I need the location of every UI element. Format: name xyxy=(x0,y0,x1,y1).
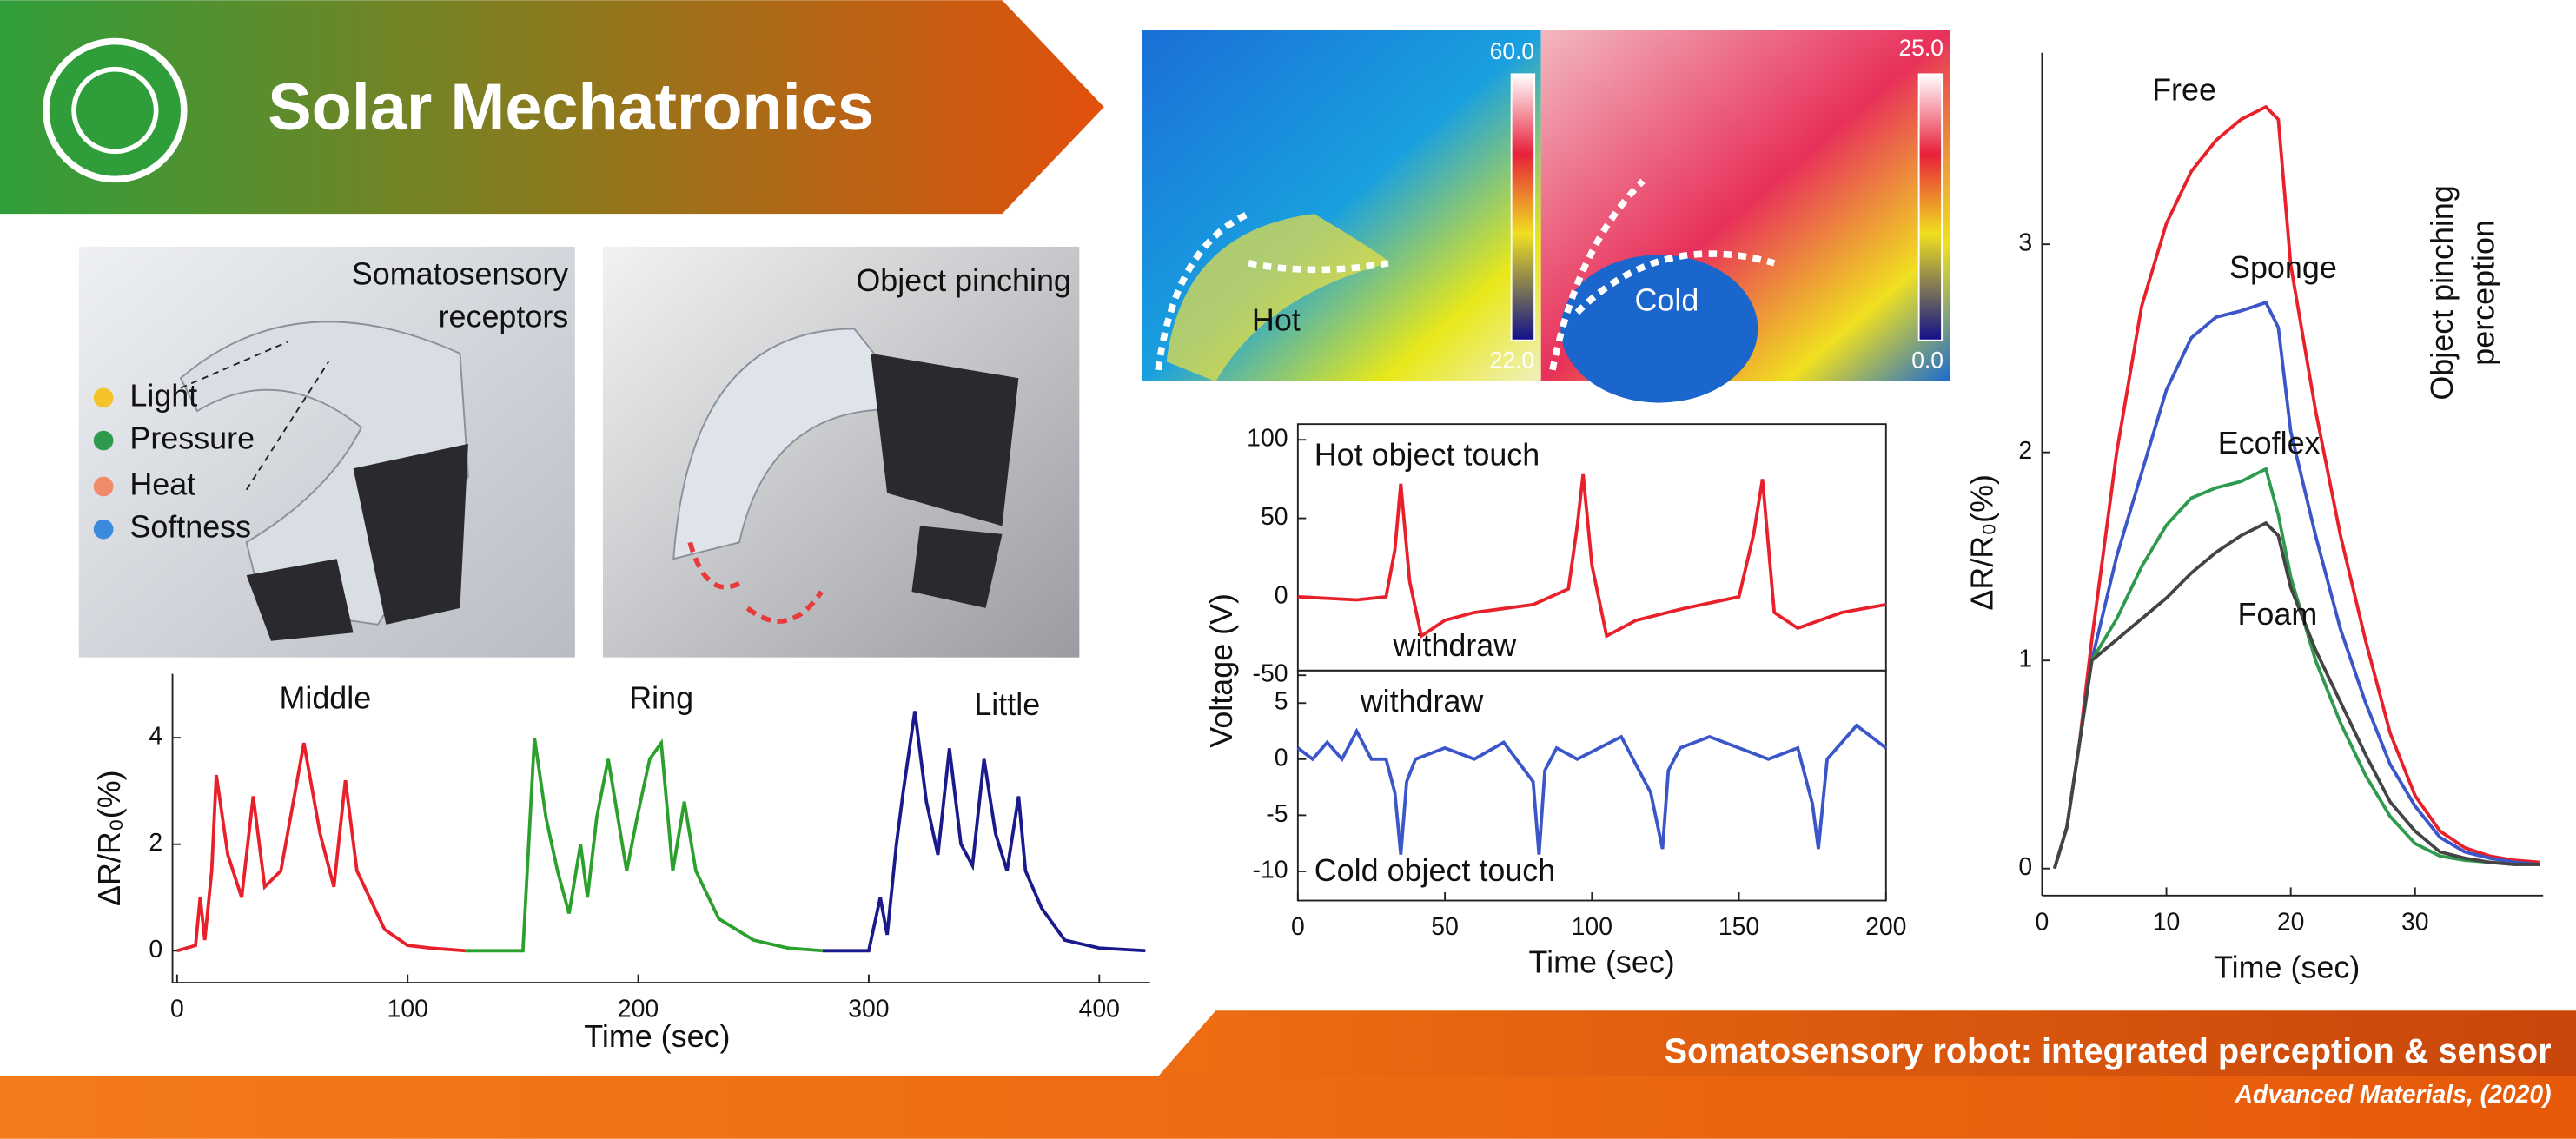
logo-inner xyxy=(71,66,159,155)
colorbar-min: 0.0 xyxy=(1911,347,1944,373)
y-tick-label: 50 xyxy=(1261,503,1288,531)
annotation: Hot object touch xyxy=(1314,436,1540,472)
legend-dot xyxy=(93,387,114,408)
x-tick-label: 100 xyxy=(1572,913,1612,941)
legend-label: Light xyxy=(129,377,197,413)
data-line xyxy=(2052,520,2540,870)
thermal-label: Hot xyxy=(1252,301,1301,337)
series-label: Middle xyxy=(279,679,371,715)
colorbar xyxy=(1510,73,1536,341)
header-banner xyxy=(0,0,1104,215)
logo xyxy=(43,37,188,183)
y-tick-label: 0 xyxy=(1275,581,1288,609)
data-line xyxy=(465,737,823,953)
x-tick-label: 150 xyxy=(1718,913,1759,941)
data-line xyxy=(176,742,466,953)
x-tick-label: 30 xyxy=(2401,908,2429,936)
legend-label: Softness xyxy=(129,509,251,545)
photo-caption: receptors xyxy=(439,299,569,334)
colorbar-max: 25.0 xyxy=(1898,35,1944,61)
series-label: Little xyxy=(974,686,1040,722)
series-label: Foam xyxy=(2237,596,2317,632)
annotation: withdraw xyxy=(1360,683,1485,718)
header-title: Solar Mechatronics xyxy=(268,71,874,144)
x-tick-label: 200 xyxy=(1865,913,1906,941)
footer-bar xyxy=(0,1076,2576,1139)
footer-citation: Advanced Materials, (2020) xyxy=(2235,1081,2552,1109)
y-tick-label: 3 xyxy=(2018,229,2032,257)
data-line xyxy=(2052,467,2540,870)
colorbar-min: 22.0 xyxy=(1490,347,1535,373)
x-tick-label: 0 xyxy=(1291,913,1305,941)
annotation: Cold object touch xyxy=(1314,852,1555,888)
y-tick-label: -10 xyxy=(1253,856,1288,884)
x-tick-label: 400 xyxy=(1079,996,1120,1023)
annotation: perception xyxy=(2465,220,2500,366)
y-tick-label: 5 xyxy=(1275,688,1288,716)
x-tick-label: 300 xyxy=(848,996,889,1023)
thermal-hot xyxy=(1166,214,1389,381)
legend-dot xyxy=(93,476,114,497)
y-tick-label: -50 xyxy=(1253,660,1288,688)
pointer xyxy=(245,361,329,491)
y-tick-label: 0 xyxy=(2018,853,2032,881)
y-tick-label: -5 xyxy=(1266,800,1288,828)
robot-tip xyxy=(246,559,354,641)
x-axis-label: Time (sec) xyxy=(1529,944,1675,980)
series-label: Free xyxy=(2152,72,2216,108)
legend-dot xyxy=(93,430,114,451)
outline xyxy=(1155,210,1389,371)
robot-tip xyxy=(911,526,1003,608)
photo-caption: Somatosensory xyxy=(352,255,569,291)
footer-title: Somatosensory robot: integrated percepti… xyxy=(1665,1032,2552,1070)
data-line xyxy=(2052,300,2540,870)
y-axis-label: Voltage (V) xyxy=(1203,593,1239,748)
x-tick-label: 0 xyxy=(170,996,184,1023)
x-tick-label: 20 xyxy=(2277,908,2305,936)
x-axis-label: Time (sec) xyxy=(584,1018,730,1054)
y-tick-label: 0 xyxy=(149,936,162,964)
y-axis-label: ΔR/R₀(%) xyxy=(1964,474,2000,611)
x-tick-label: 0 xyxy=(2036,908,2050,936)
data-line xyxy=(2052,104,2540,870)
legend-label: Pressure xyxy=(129,421,255,456)
pointer xyxy=(180,341,288,389)
y-tick-label: 100 xyxy=(1247,425,1288,453)
annotation: withdraw xyxy=(1393,627,1518,663)
data-line xyxy=(822,711,1146,953)
outline xyxy=(1549,178,1776,371)
robot-hand xyxy=(871,353,1019,526)
y-tick-label: 2 xyxy=(149,829,162,857)
legend-dot xyxy=(93,519,114,540)
legend-label: Heat xyxy=(129,466,195,501)
x-tick-label: 50 xyxy=(1431,913,1459,941)
annotation: Object pinching xyxy=(2424,185,2460,401)
y-tick-label: 0 xyxy=(1275,744,1288,771)
data-line xyxy=(1297,473,1887,639)
y-tick-label: 1 xyxy=(2018,646,2032,673)
colorbar xyxy=(1917,73,1944,341)
y-axis-label: ΔR/R₀(%) xyxy=(91,770,127,906)
colorbar-max: 60.0 xyxy=(1490,38,1535,64)
thermal-label: Cold xyxy=(1634,282,1699,318)
x-tick-label: 200 xyxy=(618,996,659,1023)
series-label: Sponge xyxy=(2229,249,2337,285)
x-axis-label: Time (sec) xyxy=(2214,949,2360,984)
photo-caption: Object pinching xyxy=(856,262,1071,298)
x-tick-label: 100 xyxy=(387,996,428,1023)
series-label: Ecoflex xyxy=(2218,425,2321,460)
y-tick-label: 2 xyxy=(2018,437,2032,465)
y-tick-label: 4 xyxy=(149,723,162,751)
thermal-cold xyxy=(1560,255,1758,403)
robot-hand xyxy=(353,443,468,625)
robot-finger xyxy=(672,328,923,560)
footer-band xyxy=(1158,1010,2576,1076)
x-tick-label: 10 xyxy=(2153,908,2181,936)
arrow xyxy=(687,541,824,624)
data-line xyxy=(1296,723,1887,855)
series-label: Ring xyxy=(629,679,693,715)
